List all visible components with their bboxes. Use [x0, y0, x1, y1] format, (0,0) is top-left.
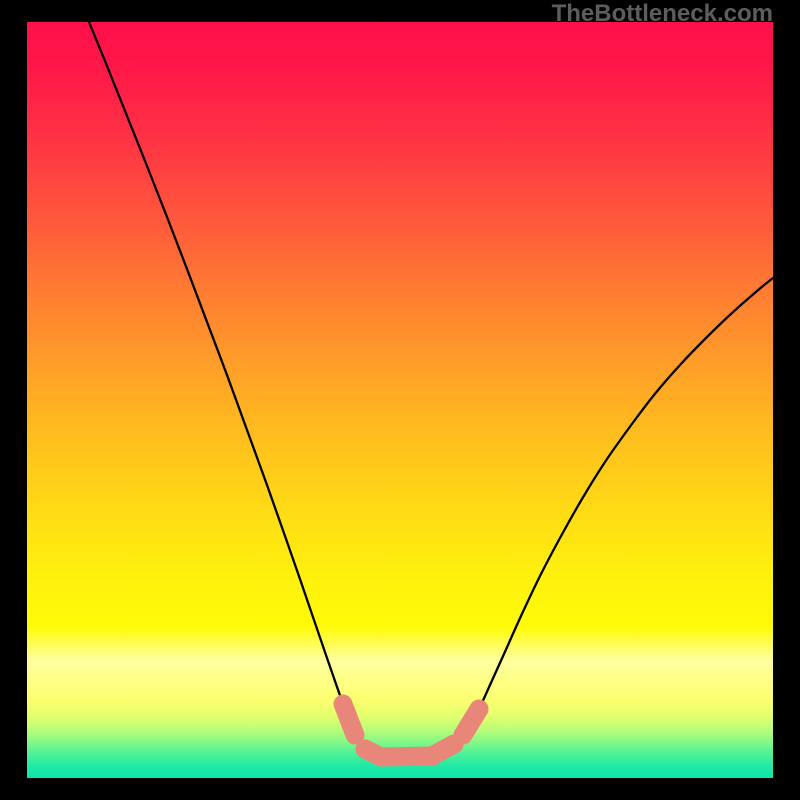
- plot-area: [27, 22, 773, 778]
- highlight-marker: [343, 704, 355, 735]
- chart-svg-layer: [27, 22, 773, 778]
- highlight-marker: [433, 744, 454, 756]
- bottleneck-curve: [89, 22, 773, 760]
- highlight-marker: [463, 709, 479, 735]
- highlight-markers: [343, 704, 479, 757]
- watermark-text: TheBottleneck.com: [552, 0, 773, 28]
